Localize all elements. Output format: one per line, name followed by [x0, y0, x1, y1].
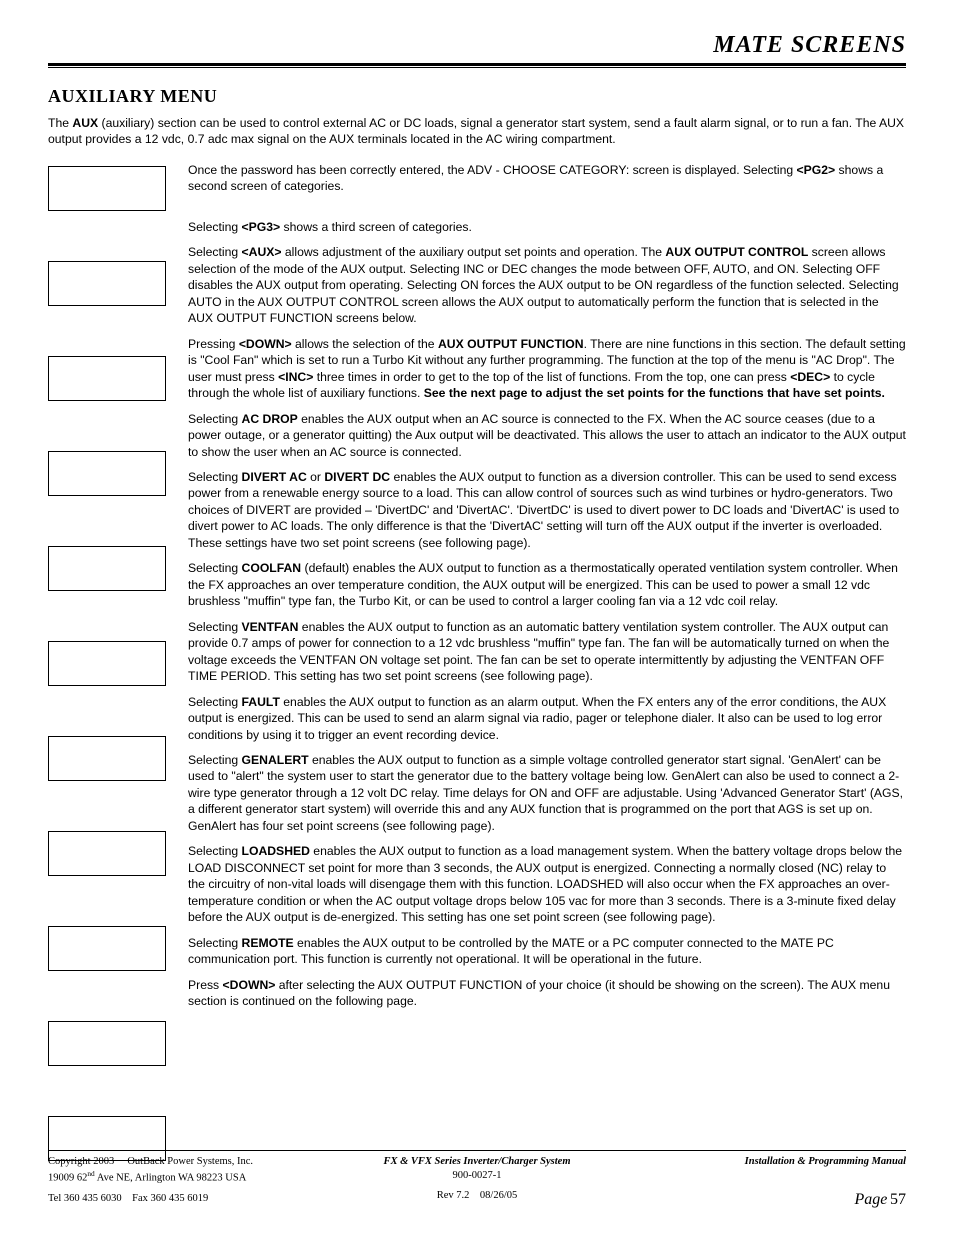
- placeholder-box: [48, 641, 166, 686]
- placeholder-box: [48, 356, 166, 401]
- body-paragraph: Selecting FAULT enables the AUX output t…: [188, 694, 906, 743]
- page-footer: Copyright 2003 OutBack Power Systems, In…: [48, 1150, 906, 1211]
- footer-telfax: Tel 360 435 6030 Fax 360 435 6019: [48, 1192, 331, 1206]
- footer-right: Installation & Programming Manual Page 5…: [623, 1155, 906, 1211]
- placeholder-box: [48, 926, 166, 971]
- placeholder-box: [48, 831, 166, 876]
- placeholder-box: [48, 166, 166, 211]
- intro-paragraph: The AUX (auxiliary) section can be used …: [48, 115, 906, 148]
- footer-copyright: Copyright 2003 OutBack Power Systems, In…: [48, 1155, 331, 1169]
- body-paragraph: Press <DOWN> after selecting the AUX OUT…: [188, 977, 906, 1010]
- placeholder-box: [48, 736, 166, 781]
- footer-rev: Rev 7.2 08/26/05: [335, 1189, 618, 1203]
- footer-page: Page 57: [623, 1189, 906, 1211]
- footer-page-num: 57: [890, 1191, 906, 1208]
- footer-doc-num: 900-0027-1: [335, 1169, 618, 1183]
- placeholder-boxes-column: [48, 162, 166, 1161]
- footer-address: 19009 62nd Ave NE, Arlington WA 98223 US…: [48, 1169, 331, 1186]
- section-heading: AUXILIARY MENU: [48, 86, 906, 107]
- placeholder-box: [48, 261, 166, 306]
- footer-manual-title: Installation & Programming Manual: [623, 1155, 906, 1169]
- footer-center: FX & VFX Series Inverter/Charger System …: [335, 1155, 618, 1211]
- footer-doc-title: FX & VFX Series Inverter/Charger System: [335, 1155, 618, 1169]
- content-columns: Once the password has been correctly ent…: [48, 162, 906, 1161]
- footer-page-label: Page: [855, 1191, 888, 1208]
- body-paragraph: Selecting DIVERT AC or DIVERT DC enables…: [188, 469, 906, 551]
- body-paragraph: Selecting <PG3> shows a third screen of …: [188, 219, 906, 235]
- body-paragraph: Once the password has been correctly ent…: [188, 162, 906, 195]
- body-paragraph: Selecting REMOTE enables the AUX output …: [188, 935, 906, 968]
- body-paragraph: Selecting <AUX> allows adjustment of the…: [188, 244, 906, 326]
- placeholder-box: [48, 1021, 166, 1066]
- body-paragraph: Selecting GENALERT enables the AUX outpu…: [188, 752, 906, 834]
- footer-rule: [48, 1150, 906, 1151]
- body-paragraph: Selecting LOADSHED enables the AUX outpu…: [188, 843, 906, 925]
- footer-left: Copyright 2003 OutBack Power Systems, In…: [48, 1155, 331, 1211]
- header-rule-thin: [48, 67, 906, 68]
- body-paragraph: Selecting VENTFAN enables the AUX output…: [188, 619, 906, 685]
- placeholder-box: [48, 546, 166, 591]
- header-rule-thick: [48, 63, 906, 66]
- body-paragraph: Pressing <DOWN> allows the selection of …: [188, 336, 906, 402]
- body-paragraph: Selecting AC DROP enables the AUX output…: [188, 411, 906, 460]
- page-header-title: MATE SCREENS: [48, 32, 906, 63]
- paragraphs-column: Once the password has been correctly ent…: [188, 162, 906, 1161]
- placeholder-box: [48, 451, 166, 496]
- body-paragraph: Selecting COOLFAN (default) enables the …: [188, 560, 906, 609]
